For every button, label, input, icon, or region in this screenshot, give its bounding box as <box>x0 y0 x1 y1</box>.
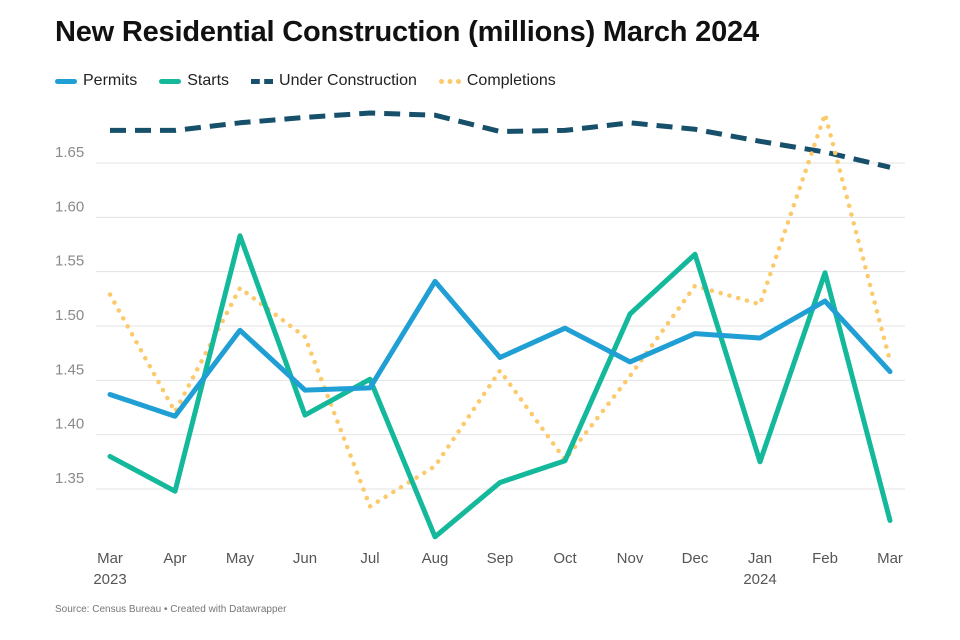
x-tick-label: Aug <box>422 550 449 567</box>
legend-label-under-construction: Under Construction <box>279 72 417 89</box>
y-tick-label: 1.40 <box>55 416 84 433</box>
x-tick-label: Oct <box>553 550 577 567</box>
x-tick-label: Mar <box>877 550 903 567</box>
x-tick-label: Nov <box>617 550 644 567</box>
x-tick-label: Jan <box>748 550 772 567</box>
y-axis-ticks: 1.35 1.40 1.45 1.50 1.55 1.60 1.65 <box>55 144 84 487</box>
series-line-completions <box>107 111 893 509</box>
x-tick-label: Mar <box>97 550 123 567</box>
legend-item-permits: Permits <box>55 72 137 90</box>
x-year-label: 2023 <box>93 571 126 588</box>
legend-item-under-construction: Under Construction <box>251 72 417 90</box>
legend-label-starts: Starts <box>187 72 230 89</box>
x-tick-label: Dec <box>682 550 709 567</box>
x-tick-label: May <box>226 550 255 567</box>
x-tick-label: Sep <box>487 550 514 567</box>
legend-label-permits: Permits <box>83 72 138 89</box>
legend-swatch-completions <box>438 78 461 84</box>
x-year-label: 2024 <box>743 571 776 588</box>
y-tick-label: 1.65 <box>55 144 84 161</box>
series-line-under-construction <box>110 110 891 170</box>
y-tick-label: 1.60 <box>55 198 84 215</box>
x-tick-label: Jun <box>293 550 317 567</box>
legend-swatch-under-construction <box>251 78 274 84</box>
y-tick-label: 1.45 <box>55 361 84 378</box>
legend-swatch-starts <box>159 78 182 84</box>
legend-item-starts: Starts <box>159 72 229 90</box>
series-line-starts <box>107 233 893 540</box>
y-tick-label: 1.35 <box>55 470 84 487</box>
x-tick-label: Feb <box>812 550 838 567</box>
x-tick-label: Apr <box>163 550 186 567</box>
y-tick-label: 1.55 <box>55 253 84 270</box>
series-line-permits <box>107 278 893 419</box>
legend: Permits Starts Under Construction Comple… <box>55 72 578 90</box>
x-axis-ticks: Mar 2023 Apr May Jun Jul Aug Sep Oct Nov Dec Jan 202… <box>93 550 903 588</box>
chart-title: New Residential Construction (millions) … <box>55 16 759 48</box>
legend-swatch-permits <box>55 78 77 84</box>
y-tick-label: 1.50 <box>55 307 84 324</box>
series-lines <box>107 110 893 540</box>
x-tick-label: Jul <box>360 550 379 567</box>
legend-label-completions: Completions <box>466 72 556 89</box>
source-note: Source: Census Bureau • Created with Dat… <box>55 604 287 615</box>
legend-item-completions: Completions <box>438 72 556 90</box>
